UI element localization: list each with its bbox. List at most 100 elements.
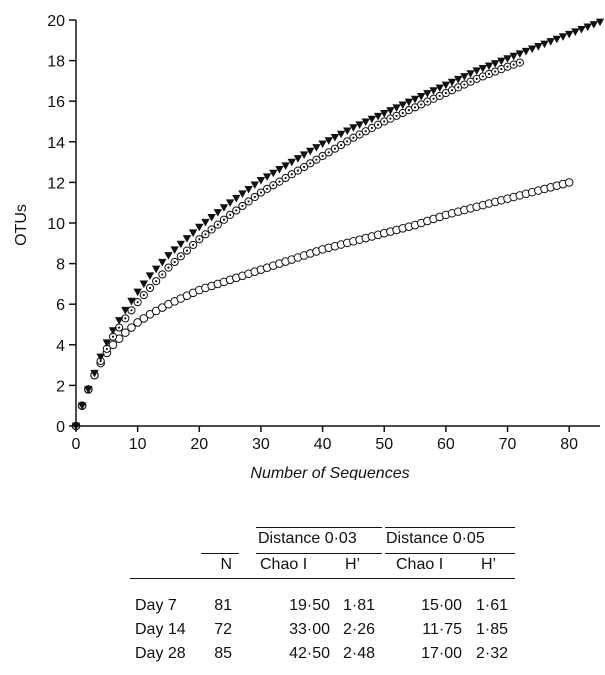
data-point xyxy=(188,229,198,237)
data-point xyxy=(244,185,253,194)
data-point xyxy=(373,112,383,121)
cell-n-day14: 72 xyxy=(214,621,232,638)
data-point-center xyxy=(111,335,115,338)
data-point-center xyxy=(413,106,417,109)
y-tick-label: 2 xyxy=(56,378,65,395)
y-tick-label: 10 xyxy=(47,216,65,233)
y-tick-label: 16 xyxy=(47,94,65,111)
x-axis: 0 10 20 30 40 50 60 70 80 xyxy=(72,425,600,453)
data-point-center xyxy=(321,154,324,158)
data-point xyxy=(127,323,136,332)
data-point xyxy=(527,45,537,54)
data-point xyxy=(77,402,87,410)
data-point xyxy=(497,57,506,66)
data-point-center xyxy=(148,286,152,290)
data-point xyxy=(460,73,469,81)
y-tick-label: 6 xyxy=(56,297,65,314)
data-point xyxy=(571,28,580,36)
data-point xyxy=(410,95,420,104)
series-filled-triangle-down xyxy=(71,18,605,431)
data-point xyxy=(429,87,438,95)
cell-chao1-003-day28: 42·50 xyxy=(289,645,330,662)
data-point-center xyxy=(444,91,447,95)
data-point xyxy=(466,70,475,78)
data-point-center xyxy=(352,136,355,139)
y-tick-label: 20 xyxy=(47,13,65,30)
data-point xyxy=(564,178,574,187)
data-point xyxy=(552,35,562,44)
data-point-center xyxy=(136,301,139,304)
data-point-center xyxy=(105,347,108,350)
data-point-center xyxy=(192,243,195,247)
data-point-center xyxy=(259,191,263,194)
data-point-center xyxy=(167,266,170,269)
row-label-day14: Day 14 xyxy=(135,621,186,638)
data-point xyxy=(127,297,136,306)
data-point xyxy=(546,38,555,46)
col-header-chao1-005: Chao I xyxy=(396,556,444,573)
data-point-center xyxy=(481,75,484,78)
data-point xyxy=(595,18,605,27)
data-point-center xyxy=(518,61,521,64)
data-point xyxy=(521,47,531,56)
y-tick-label: 0 xyxy=(56,419,65,436)
rule-over-columns-005 xyxy=(385,553,515,554)
data-point xyxy=(386,107,395,115)
data-point xyxy=(343,127,352,136)
group-header-distance-005: Distance 0·05 xyxy=(386,530,485,547)
data-point-center xyxy=(364,130,367,133)
data-point xyxy=(139,314,149,323)
data-point xyxy=(299,151,309,159)
data-point-center xyxy=(266,187,269,190)
data-point xyxy=(478,64,488,73)
data-point-center xyxy=(272,184,275,187)
data-point-center xyxy=(118,326,121,329)
rule-over-group-005 xyxy=(385,527,515,528)
data-point-center xyxy=(327,151,330,154)
data-point-center xyxy=(475,77,478,80)
data-point-center xyxy=(241,204,244,208)
data-point xyxy=(534,43,543,51)
data-point-center xyxy=(358,133,361,136)
data-point xyxy=(219,204,229,212)
data-point-center xyxy=(450,89,454,92)
data-point xyxy=(238,190,247,198)
data-point xyxy=(121,306,130,315)
x-tick-label: 10 xyxy=(129,436,147,453)
x-tick-label: 60 xyxy=(437,436,455,453)
y-tick-label: 12 xyxy=(47,175,65,192)
data-point xyxy=(90,369,99,378)
data-point xyxy=(515,50,525,58)
data-point-center xyxy=(389,117,392,120)
data-point-center xyxy=(253,195,256,199)
data-point-center xyxy=(346,140,349,143)
cell-h-003-day7: 1·81 xyxy=(342,597,375,614)
data-point-center xyxy=(185,249,189,252)
x-axis-title: Number of Sequences xyxy=(250,465,409,480)
data-point-center xyxy=(210,228,213,231)
data-point xyxy=(133,318,142,327)
cell-chao1-005-day28: 17·00 xyxy=(421,645,462,662)
data-point-center xyxy=(383,120,386,123)
x-tick-label: 40 xyxy=(314,436,332,453)
data-point xyxy=(213,209,222,217)
data-point xyxy=(423,90,432,98)
data-point-center xyxy=(395,114,398,117)
data-point xyxy=(306,147,315,156)
data-point xyxy=(324,137,333,145)
data-point xyxy=(380,110,389,118)
data-point-center xyxy=(235,209,238,212)
data-point xyxy=(540,40,549,49)
cell-chao1-003-day7: 19·50 xyxy=(289,597,330,614)
data-point xyxy=(355,121,364,129)
data-point xyxy=(108,327,118,335)
cell-h-003-day14: 2·26 xyxy=(342,621,375,638)
y-axis-title: OTUs xyxy=(13,204,30,246)
data-point-center xyxy=(512,63,515,66)
data-point xyxy=(250,181,259,190)
cell-chao1-005-day14: 11·75 xyxy=(422,621,462,638)
data-point xyxy=(330,133,340,142)
data-point xyxy=(164,252,173,260)
data-point-center xyxy=(432,97,435,100)
x-tick-label: 0 xyxy=(72,436,81,453)
